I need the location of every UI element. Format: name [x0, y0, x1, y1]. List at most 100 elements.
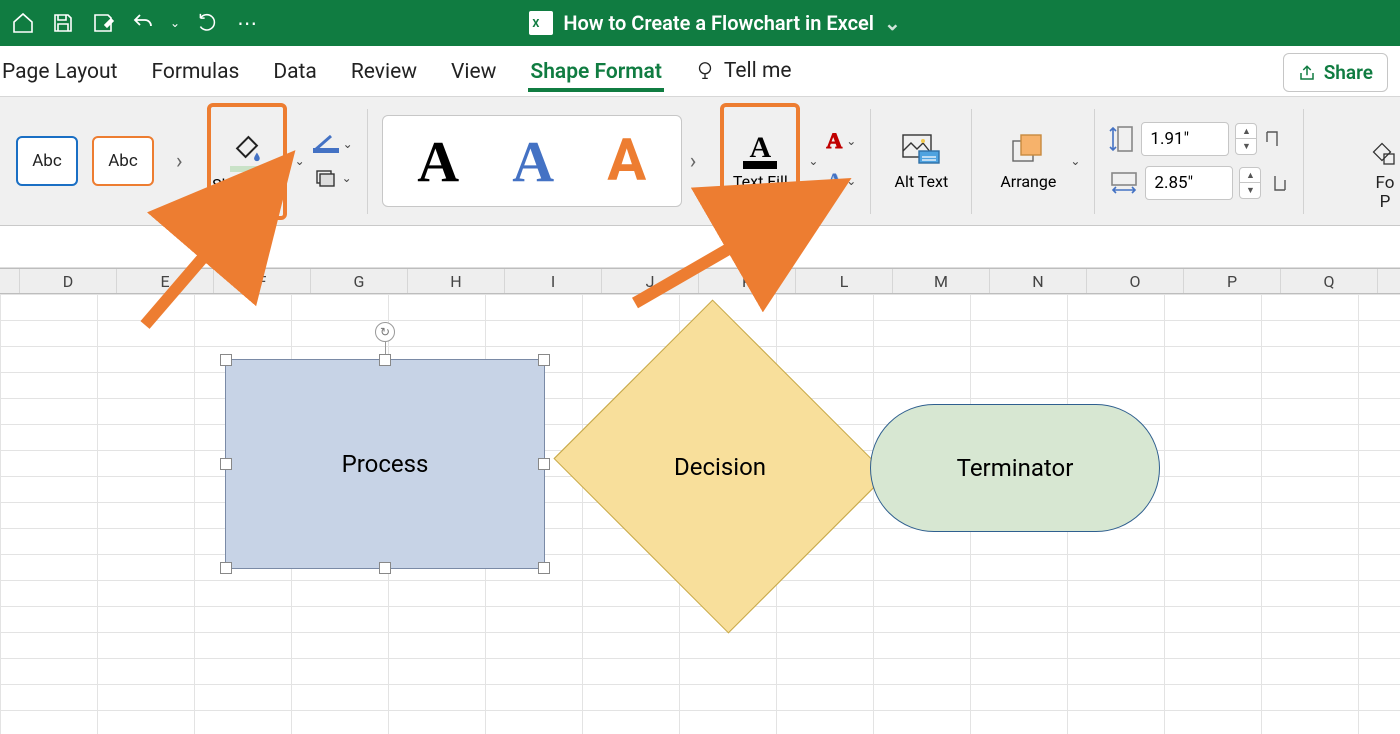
crop-bottom-icon[interactable]	[1267, 172, 1289, 194]
rotation-handle-icon[interactable]: ↻	[375, 322, 395, 342]
resize-handle[interactable]	[538, 562, 550, 574]
process-label: Process	[342, 450, 429, 478]
tab-page-layout[interactable]: Page Layout	[0, 50, 119, 92]
height-down-icon[interactable]: ▼	[1236, 139, 1256, 154]
shape-height-input[interactable]: 1.91"	[1141, 122, 1229, 156]
text-fill-group: A Text Fill ⌄ A ⌄ A ⌄	[712, 97, 864, 225]
col-header[interactable]: K	[699, 269, 796, 293]
crop-top-icon[interactable]	[1263, 128, 1285, 150]
document-title: How to Create a Flowchart in Excel	[563, 11, 874, 35]
save-icon[interactable]	[50, 10, 76, 36]
shape-fill-highlight: Shape Fill	[207, 103, 287, 220]
wordart-style-2[interactable]: A	[512, 128, 554, 195]
col-header[interactable]: J	[602, 269, 699, 293]
resize-handle[interactable]	[538, 354, 550, 366]
formula-bar-area	[0, 226, 1400, 268]
col-header[interactable]: F	[214, 269, 311, 293]
col-header[interactable]: M	[893, 269, 990, 293]
tell-me-label: Tell me	[724, 59, 792, 83]
flowchart-decision-shape[interactable]: Decision	[560, 354, 880, 579]
text-outline-button[interactable]: A ⌄	[826, 128, 856, 154]
wordart-more-icon[interactable]: ›	[682, 149, 705, 174]
col-header[interactable]: Q	[1281, 269, 1378, 293]
resize-handle[interactable]	[220, 562, 232, 574]
width-icon	[1109, 171, 1139, 195]
col-header[interactable]: D	[20, 269, 117, 293]
col-header[interactable]: N	[990, 269, 1087, 293]
tab-view[interactable]: View	[449, 50, 498, 92]
decision-label: Decision	[674, 453, 766, 481]
tab-shape-format[interactable]: Shape Format	[528, 50, 664, 92]
alt-text-button[interactable]: Alt Text	[885, 109, 957, 214]
flowchart-terminator-shape[interactable]: Terminator	[870, 404, 1160, 532]
arrange-group: Arrange ⌄	[978, 97, 1088, 225]
resize-handle[interactable]	[538, 458, 550, 470]
text-fill-dropdown-icon[interactable]: ⌄	[808, 154, 818, 168]
undo-dropdown-icon[interactable]: ⌄	[170, 16, 180, 30]
col-header[interactable]: G	[311, 269, 408, 293]
resize-handle[interactable]	[220, 458, 232, 470]
height-icon	[1109, 124, 1135, 154]
share-label: Share	[1324, 61, 1373, 84]
redo-icon[interactable]	[194, 10, 220, 36]
height-up-icon[interactable]: ▲	[1236, 124, 1256, 139]
col-header[interactable]: L	[796, 269, 893, 293]
shape-outline-button[interactable]: ⌄	[313, 134, 353, 154]
arrange-button[interactable]: Arrange	[986, 109, 1070, 214]
tab-review[interactable]: Review	[349, 50, 419, 92]
document-title-area: How to Create a Flowchart in Excel ⌄	[260, 11, 1170, 35]
text-effects-button[interactable]: A ⌄	[826, 168, 856, 194]
size-group: 1.91" ▲▼ 2.85" ▲▼	[1101, 97, 1297, 225]
ribbon-tabs: Page Layout Formulas Data Review View Sh…	[0, 46, 1400, 96]
share-button[interactable]: Share	[1283, 53, 1388, 92]
format-pane-truncated[interactable]: Fo P	[1372, 142, 1398, 211]
text-fill-button[interactable]: A Text Fill	[724, 109, 796, 214]
text-outline-dropdown-icon[interactable]: ⌄	[846, 134, 856, 148]
arrange-label: Arrange	[1000, 173, 1056, 191]
arrange-icon	[1009, 131, 1047, 169]
arrange-dropdown-icon[interactable]: ⌄	[1070, 154, 1080, 168]
title-dropdown-icon[interactable]: ⌄	[884, 11, 901, 35]
col-header[interactable]: P	[1184, 269, 1281, 293]
shape-style-orange[interactable]: Abc	[92, 136, 154, 186]
shape-fill-label: Shape Fill	[212, 176, 281, 194]
width-spinner[interactable]: ▲▼	[1239, 167, 1261, 199]
save-edit-icon[interactable]	[90, 10, 116, 36]
shape-outline-dropdown-icon[interactable]: ⌄	[343, 137, 353, 151]
shape-width-input[interactable]: 2.85"	[1145, 166, 1233, 200]
worksheet-grid[interactable]: Process ↻ Decision Terminator	[0, 294, 1400, 734]
col-header[interactable]: I	[505, 269, 602, 293]
undo-icon[interactable]	[130, 10, 156, 36]
shape-fill-dropdown-icon[interactable]: ⌄	[295, 154, 305, 168]
tab-data[interactable]: Data	[271, 50, 319, 92]
tab-formulas[interactable]: Formulas	[149, 50, 241, 92]
wordart-style-3[interactable]: A	[607, 127, 646, 195]
alt-text-icon	[901, 131, 941, 169]
shape-fill-button[interactable]: Shape Fill	[211, 109, 283, 214]
resize-handle[interactable]	[379, 562, 391, 574]
width-up-icon[interactable]: ▲	[1240, 168, 1260, 183]
text-fill-a-icon: A	[743, 131, 777, 169]
tell-me-search[interactable]: Tell me	[694, 59, 792, 83]
shape-style-blue[interactable]: Abc	[16, 136, 78, 186]
more-icon[interactable]: ⋯	[234, 10, 260, 36]
text-fill-label: Text Fill	[733, 173, 788, 191]
shape-styles-more-icon[interactable]: ›	[168, 149, 191, 174]
flowchart-process-shape[interactable]: Process ↻	[225, 359, 545, 569]
col-header[interactable]: O	[1087, 269, 1184, 293]
height-spinner[interactable]: ▲▼	[1235, 123, 1257, 155]
col-header[interactable]: H	[408, 269, 505, 293]
excel-doc-icon	[529, 11, 553, 35]
terminator-label: Terminator	[957, 454, 1074, 482]
shape-fill-group: Shape Fill ⌄ ⌄ ⌄	[199, 97, 361, 225]
col-header[interactable]: E	[117, 269, 214, 293]
resize-handle[interactable]	[220, 354, 232, 366]
width-down-icon[interactable]: ▼	[1240, 183, 1260, 198]
text-effects-dropdown-icon[interactable]: ⌄	[846, 174, 856, 188]
resize-handle[interactable]	[379, 354, 391, 366]
ribbon: Abc Abc › Shape Fill ⌄ ⌄	[0, 96, 1400, 226]
wordart-style-1[interactable]: A	[417, 128, 459, 195]
shape-effects-button[interactable]: ⌄	[314, 168, 352, 188]
home-icon[interactable]	[10, 10, 36, 36]
shape-effects-dropdown-icon[interactable]: ⌄	[342, 171, 352, 185]
